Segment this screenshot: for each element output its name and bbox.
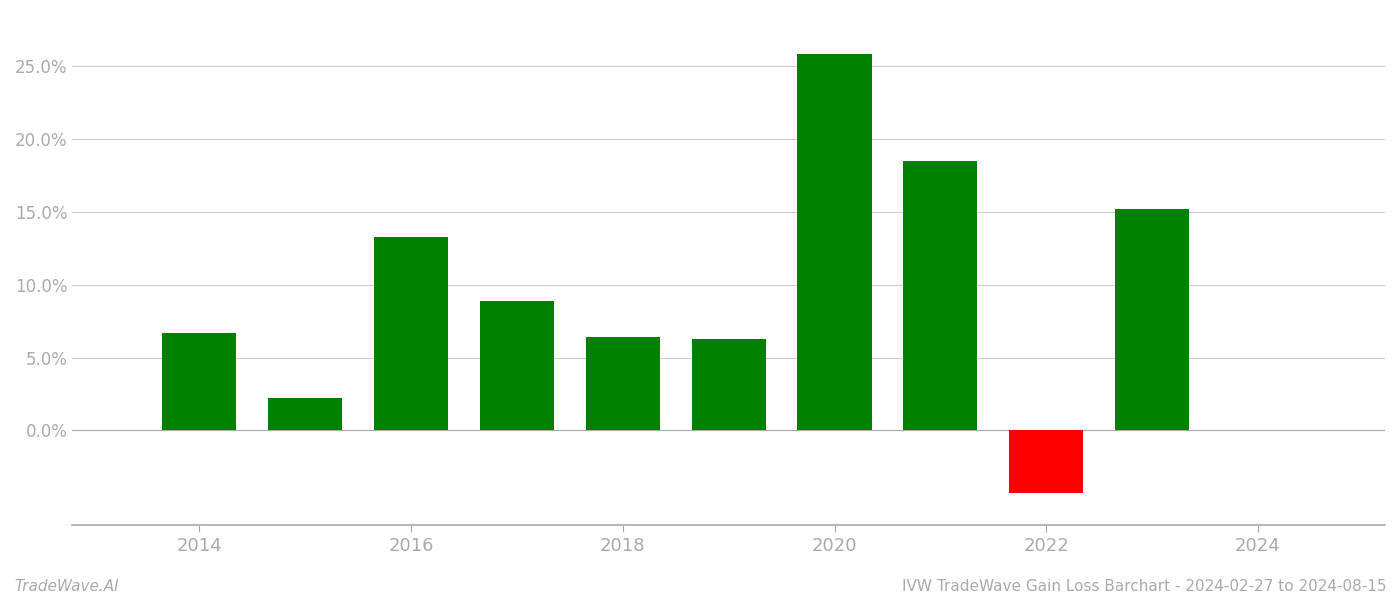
Bar <box>798 55 872 430</box>
Bar <box>692 338 766 430</box>
Bar <box>1009 430 1084 493</box>
Bar <box>903 161 977 430</box>
Text: TradeWave.AI: TradeWave.AI <box>14 579 119 594</box>
Bar <box>269 398 342 430</box>
Bar <box>162 333 237 430</box>
Bar <box>585 337 659 430</box>
Text: IVW TradeWave Gain Loss Barchart - 2024-02-27 to 2024-08-15: IVW TradeWave Gain Loss Barchart - 2024-… <box>902 579 1386 594</box>
Bar <box>480 301 554 430</box>
Bar <box>374 236 448 430</box>
Bar <box>1114 209 1189 430</box>
